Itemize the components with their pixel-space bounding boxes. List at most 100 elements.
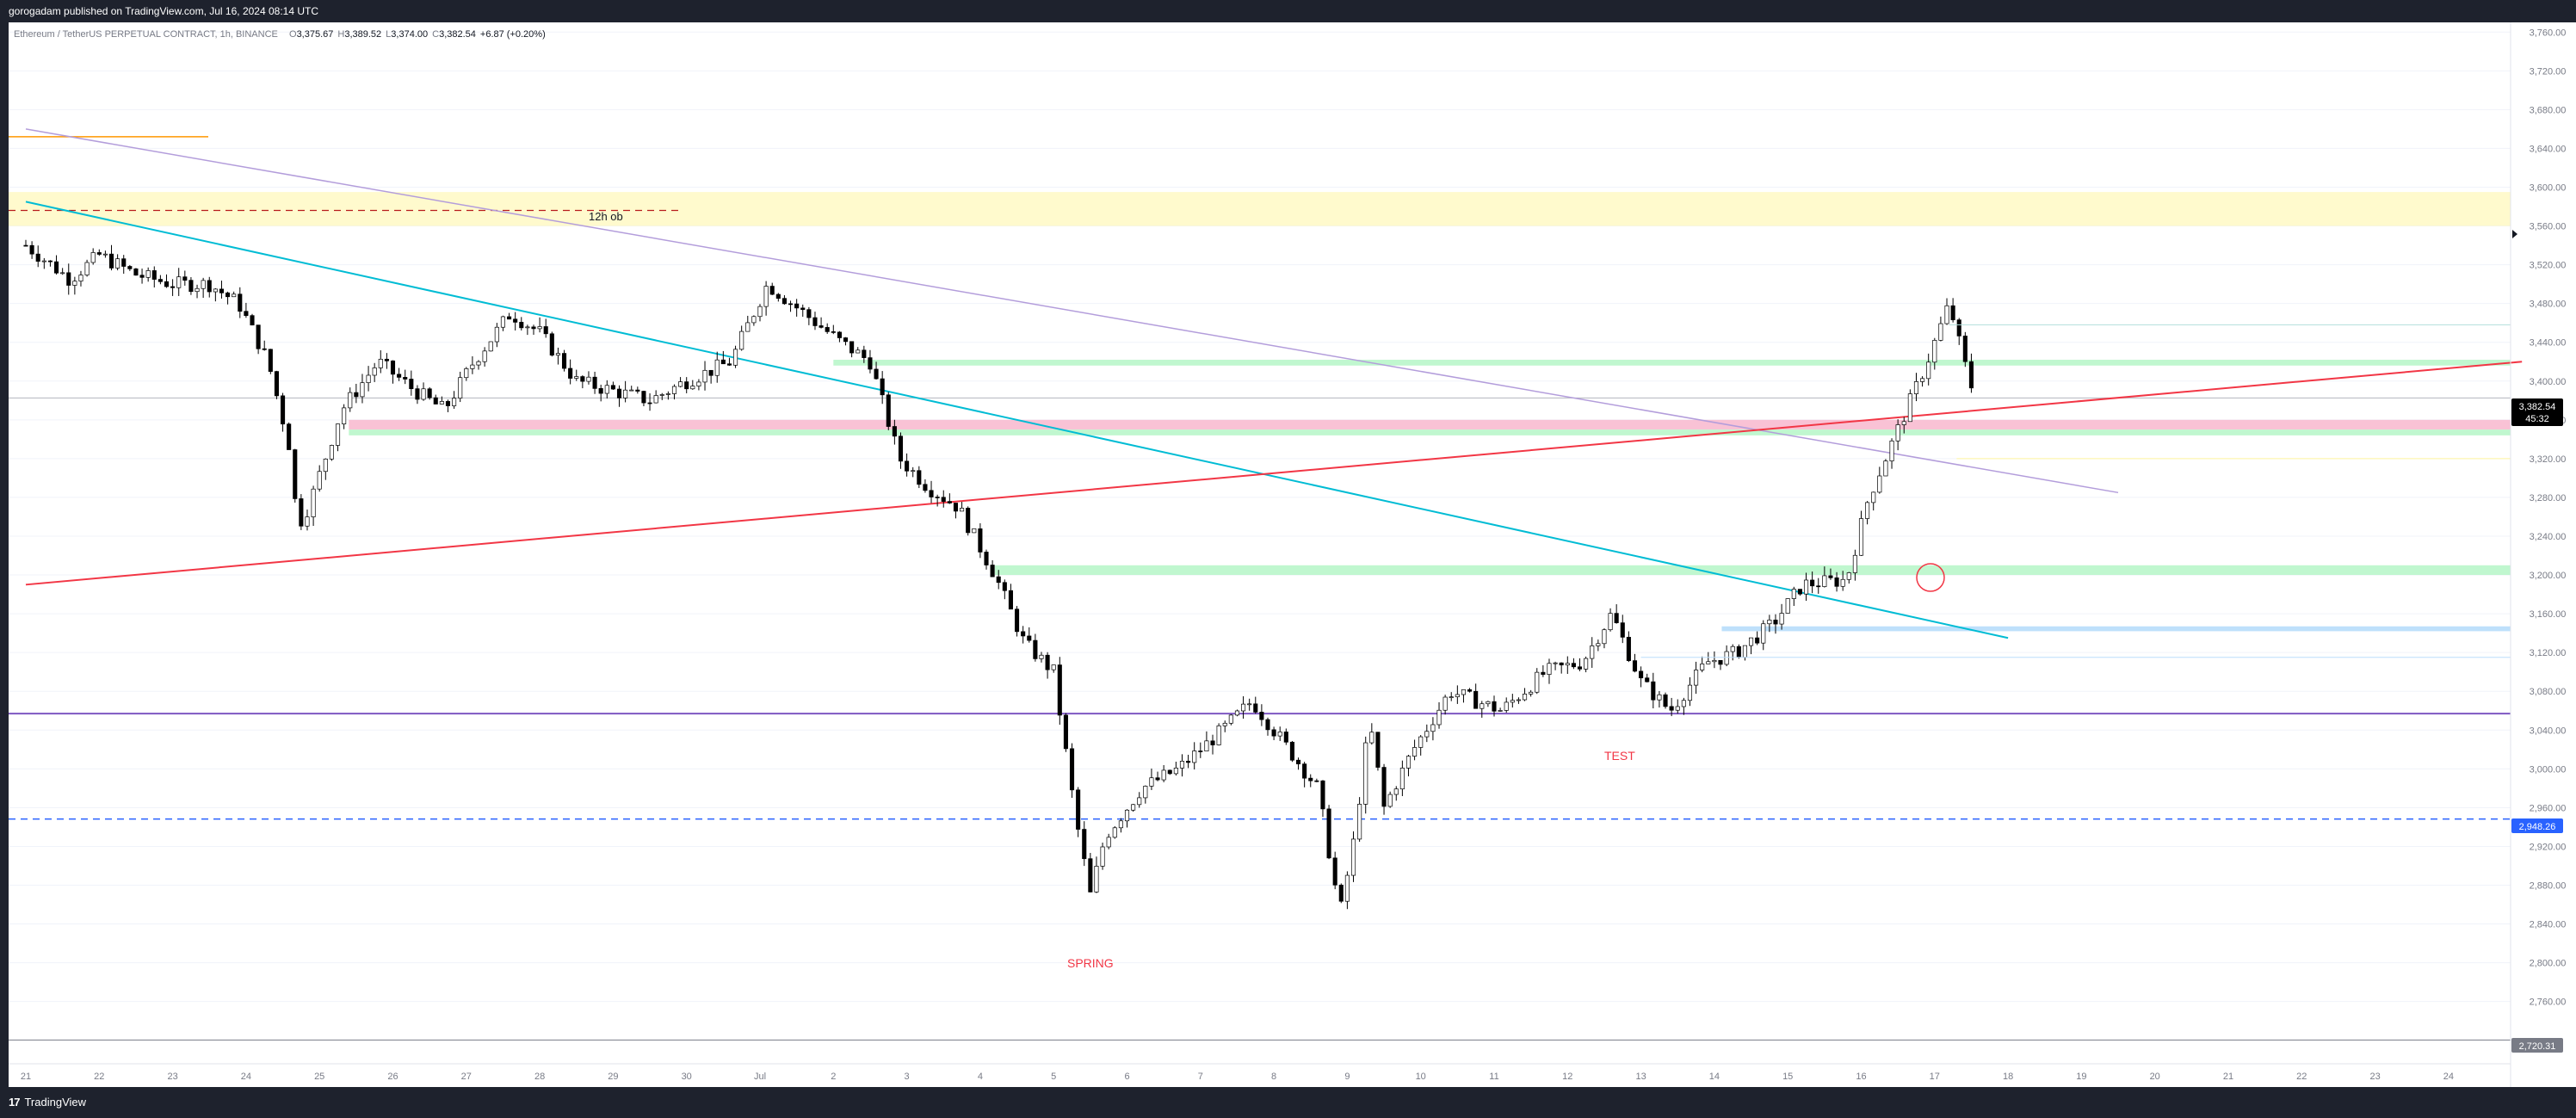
candle-down bbox=[299, 498, 304, 527]
candle-up bbox=[1461, 689, 1467, 695]
candle-up bbox=[629, 389, 634, 392]
candle-down bbox=[635, 389, 640, 392]
candle-down bbox=[1332, 857, 1337, 886]
candle-up bbox=[41, 260, 46, 263]
candle-down bbox=[549, 333, 554, 356]
candle-up bbox=[733, 349, 738, 366]
candle-up bbox=[1149, 777, 1154, 787]
chart-area[interactable]: Ethereum / TetherUS PERPETUAL CONTRACT, … bbox=[9, 22, 2576, 1087]
candle-up bbox=[1785, 598, 1790, 614]
candle-down bbox=[984, 552, 989, 565]
current-price-badge bbox=[2511, 398, 2563, 426]
time-tick-label: 26 bbox=[387, 1072, 398, 1082]
candle-up bbox=[458, 377, 463, 398]
time-tick-label: 2 bbox=[831, 1072, 836, 1082]
candle-down bbox=[274, 371, 279, 397]
chart-zones bbox=[9, 136, 2511, 1041]
candle-up bbox=[1112, 827, 1117, 838]
candle-down bbox=[580, 376, 585, 382]
candle-up bbox=[348, 392, 353, 409]
candle-down bbox=[390, 360, 396, 375]
candle-up bbox=[1724, 651, 1729, 665]
pink-zone bbox=[349, 419, 2511, 430]
symbol-name: Ethereum / TetherUS PERPETUAL CONTRACT, … bbox=[14, 29, 278, 40]
time-tick-label: 4 bbox=[978, 1072, 983, 1082]
candle-up bbox=[1913, 381, 1919, 394]
candle-down bbox=[1265, 719, 1270, 731]
candle-up bbox=[1344, 874, 1350, 902]
candle-up bbox=[1106, 837, 1111, 848]
candle-up bbox=[1553, 662, 1558, 664]
candle-up bbox=[739, 330, 744, 350]
candle-up bbox=[763, 286, 769, 307]
red-trendline bbox=[25, 361, 2523, 586]
dashed-level-badge bbox=[2511, 818, 2563, 833]
candle-down bbox=[121, 258, 127, 267]
time-tick-label: 21 bbox=[21, 1072, 31, 1082]
candle-up bbox=[500, 316, 506, 328]
time-tick-label: 27 bbox=[461, 1072, 472, 1082]
candle-down bbox=[990, 565, 995, 578]
candle-up bbox=[1852, 554, 1857, 573]
candle-down bbox=[151, 270, 157, 280]
candle-down bbox=[139, 275, 145, 278]
candle-down bbox=[238, 293, 243, 312]
green-zone-mid bbox=[349, 429, 2511, 435]
candle-up bbox=[1920, 378, 1925, 382]
candle-down bbox=[281, 395, 286, 425]
candle-down bbox=[794, 303, 800, 309]
candle-down bbox=[1295, 759, 1301, 765]
candle-down bbox=[1167, 769, 1172, 775]
candle-down bbox=[966, 508, 971, 534]
candle-up bbox=[1895, 424, 1900, 442]
candle-down bbox=[610, 385, 615, 390]
price-tick-label: 3,760.00 bbox=[2530, 28, 2567, 38]
candle-up bbox=[90, 252, 96, 263]
price-axis[interactable]: 3,760.00 3,720.00 3,680.00 3,640.00 3,600.00… bbox=[2510, 22, 2567, 1087]
candle-down bbox=[905, 460, 910, 472]
time-axis-ticks: 21 22 23 24 25 26 27 28 29 30 Jul 2 3 4 5 6 7 8 9 10 11 12 13 1… bbox=[21, 1072, 2454, 1082]
tradingview-brand[interactable]: 17 TradingView bbox=[9, 1096, 86, 1109]
candle-up bbox=[1901, 421, 1906, 425]
candle-down bbox=[1033, 639, 1038, 659]
candle-down bbox=[1259, 712, 1264, 720]
chart-grid bbox=[9, 31, 2511, 1003]
candle-down bbox=[1082, 829, 1087, 860]
candle-up bbox=[665, 393, 670, 395]
candle-up bbox=[1602, 629, 1607, 645]
candle-up bbox=[1498, 710, 1503, 712]
candle-up bbox=[329, 445, 334, 460]
candle-up bbox=[1369, 732, 1374, 744]
bottom-bar: 17 TradingView bbox=[0, 1087, 2576, 1118]
price-chart[interactable]: Ethereum / TetherUS PERPETUAL CONTRACT, … bbox=[9, 22, 2576, 1087]
candle-down bbox=[1645, 677, 1650, 683]
price-tick-label: 3,440.00 bbox=[2530, 338, 2567, 349]
candle-down bbox=[1186, 761, 1191, 763]
candle-down bbox=[409, 379, 414, 390]
candle-up bbox=[1161, 769, 1166, 781]
candle-down bbox=[1021, 631, 1026, 637]
candle-up bbox=[1865, 502, 1870, 519]
candle-down bbox=[843, 337, 849, 343]
candle-up bbox=[1681, 700, 1686, 707]
candle-down bbox=[1718, 659, 1723, 665]
candle-up bbox=[1436, 709, 1442, 726]
price-axis-ticks: 3,760.00 3,720.00 3,680.00 3,640.00 3,600.00… bbox=[2530, 28, 2567, 1007]
candle-up bbox=[671, 386, 677, 394]
candle-down bbox=[1320, 780, 1325, 810]
candle-down bbox=[953, 503, 959, 512]
candle-down bbox=[1639, 670, 1644, 679]
candle-down bbox=[1014, 608, 1020, 633]
candle-up bbox=[488, 341, 493, 352]
time-tick-label: Jul bbox=[754, 1072, 766, 1082]
time-tick-label: 24 bbox=[2443, 1072, 2454, 1082]
candle-up bbox=[1590, 645, 1595, 659]
candle-down bbox=[775, 293, 781, 300]
time-axis[interactable]: 21 22 23 24 25 26 27 28 29 30 Jul 2 3 4 5 6 7 8 9 10 11 12 13 1… bbox=[9, 1063, 2511, 1082]
candle-down bbox=[1271, 729, 1276, 737]
candle-up bbox=[213, 288, 218, 293]
candle-down bbox=[250, 315, 255, 326]
candle-down bbox=[1302, 763, 1307, 779]
price-tick-label: 3,720.00 bbox=[2530, 66, 2567, 77]
candle-up bbox=[1100, 846, 1105, 867]
